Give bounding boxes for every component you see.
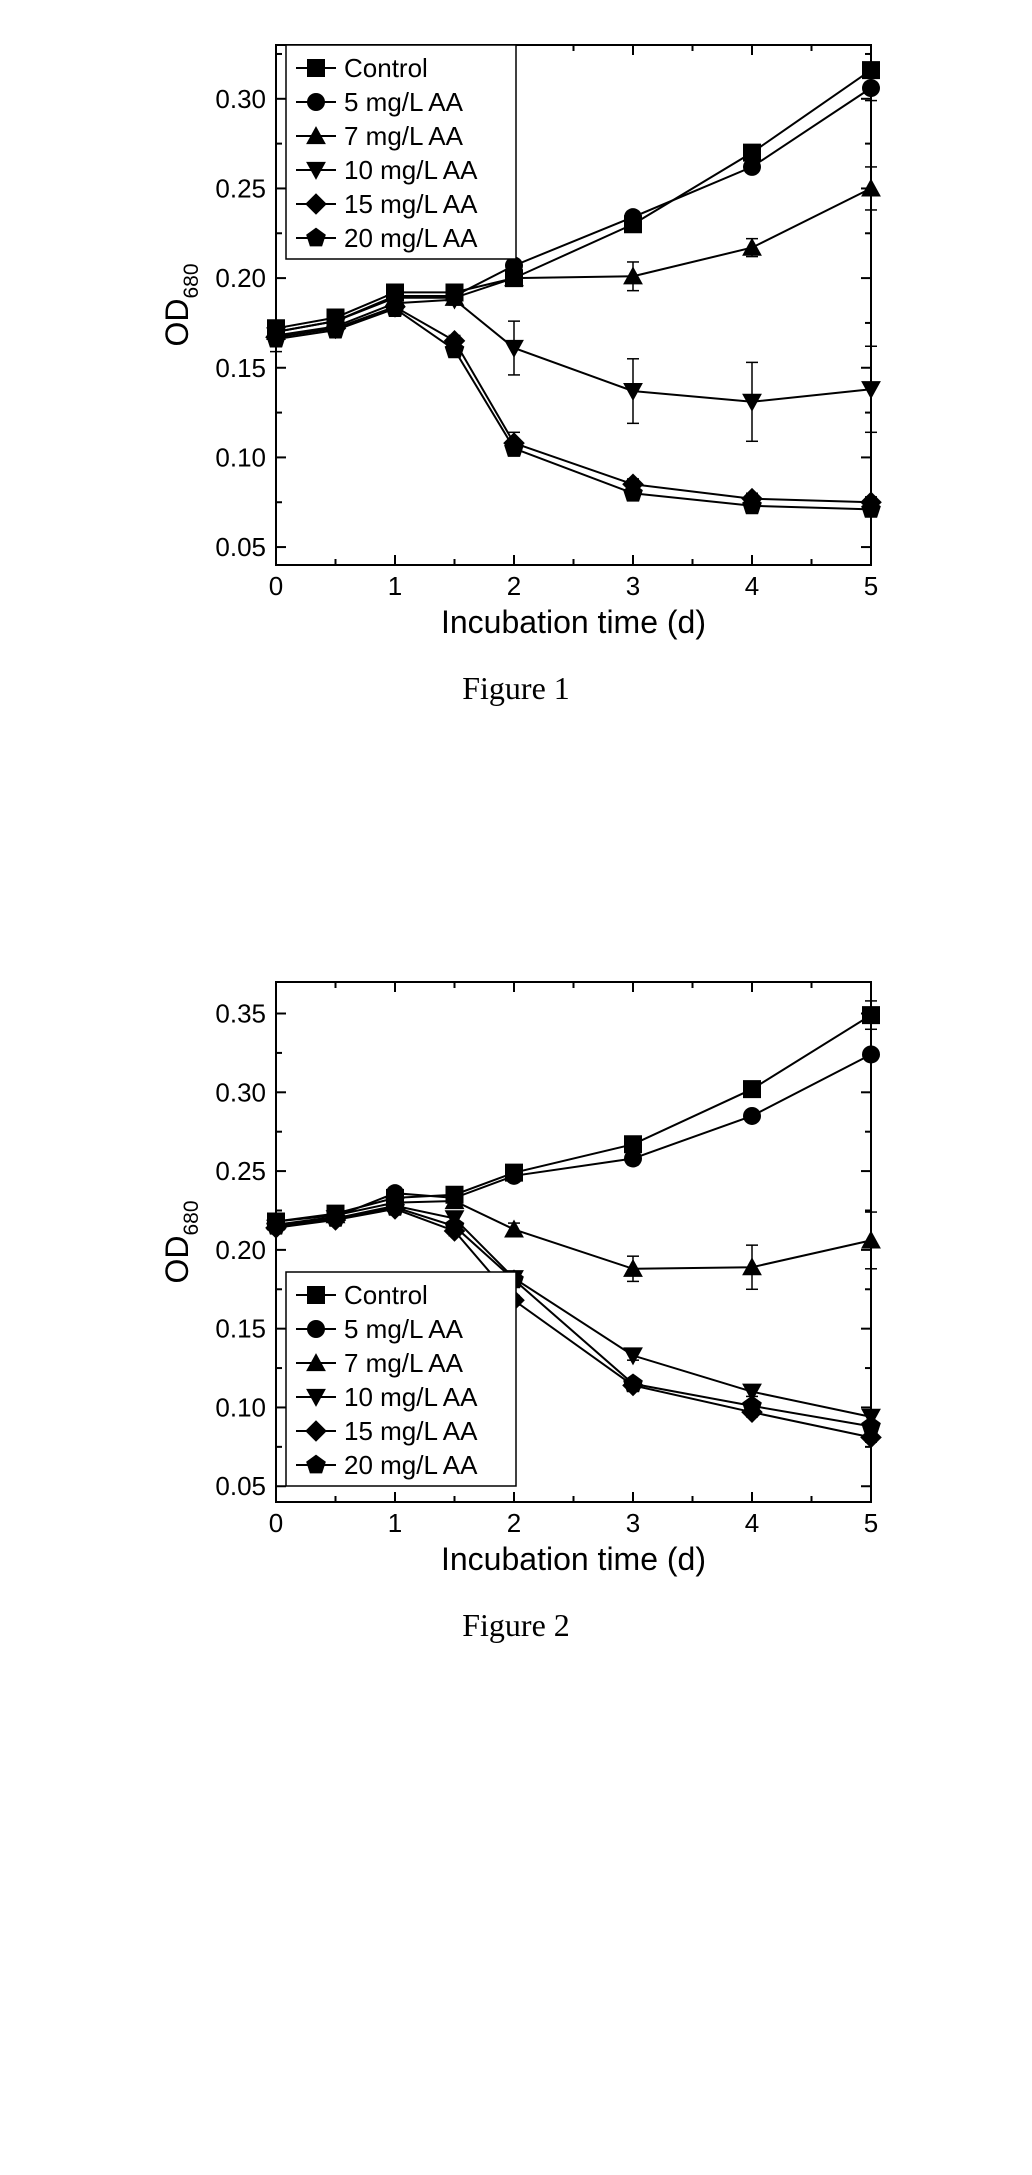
- figure-1-legend-label: 5 mg/L AA: [344, 87, 464, 117]
- figure-2-x-tick-label: 4: [745, 1508, 759, 1538]
- figure-2-y-axis-label: OD680: [159, 1200, 203, 1283]
- figure-1-y-tick-label: 0.05: [215, 532, 266, 562]
- figure-1-x-tick-label: 1: [388, 571, 402, 601]
- figure-1-legend-label: 20 mg/L AA: [344, 223, 478, 253]
- figure-1-legend-label: 10 mg/L AA: [344, 155, 478, 185]
- figure-1-svg: 0 1 2 3 4 5 0.05 0.10 0.15 0.20 0.25 0.30 Incubation…: [136, 30, 896, 640]
- figure-2-block: 0 1 2 3 4 5 0.05 0.10 0.15 0.20 0.25 0.30 0.35 Incuba…: [0, 967, 1032, 1644]
- figure-2-svg: 0 1 2 3 4 5 0.05 0.10 0.15 0.20 0.25 0.30 0.35 Incuba…: [136, 967, 896, 1577]
- figure-1-y-tick-label: 0.15: [215, 353, 266, 383]
- figure-1-x-tick-label: 2: [507, 571, 521, 601]
- figure-2-caption: Figure 2: [462, 1607, 570, 1644]
- figure-2-y-tick-label: 0.35: [215, 999, 266, 1029]
- figure-1-chart: 0 1 2 3 4 5 0.05 0.10 0.15 0.20 0.25 0.30 Incubation…: [136, 30, 896, 640]
- figure-2-x-tick-label: 5: [864, 1508, 878, 1538]
- figure-1-series-line: [276, 309, 871, 510]
- figure-2-y-tick-label: 0.25: [215, 1156, 266, 1186]
- figure-1-y-axis-label: OD680: [159, 263, 203, 346]
- figure-2-chart: 0 1 2 3 4 5 0.05 0.10 0.15 0.20 0.25 0.30 0.35 Incuba…: [136, 967, 896, 1577]
- figure-2-y-tick-label: 0.05: [215, 1471, 266, 1501]
- page: 0 1 2 3 4 5 0.05 0.10 0.15 0.20 0.25 0.30 Incubation…: [0, 0, 1032, 1644]
- figure-1-legend-label: Control: [344, 53, 428, 83]
- figure-2-legend-label: Control: [344, 1280, 428, 1310]
- figure-1-y-tick-label: 0.20: [215, 263, 266, 293]
- figure-1-legend-label: 7 mg/L AA: [344, 121, 464, 151]
- figure-1-x-tick-label: 0: [269, 571, 283, 601]
- figure-1-y-tick-label: 0.30: [215, 84, 266, 114]
- figure-1-y-tick-label: 0.10: [215, 442, 266, 472]
- figure-spacer: [0, 707, 1032, 967]
- figure-2-x-axis-label: Incubation time (d): [441, 1541, 706, 1577]
- figure-2-y-tick-label: 0.15: [215, 1314, 266, 1344]
- figure-2-y-tick-label: 0.30: [215, 1077, 266, 1107]
- figure-2-x-tick-label: 2: [507, 1508, 521, 1538]
- figure-1-x-tick-label: 4: [745, 571, 759, 601]
- figure-1-y-tick-label: 0.25: [215, 173, 266, 203]
- figure-2-legend-label: 5 mg/L AA: [344, 1314, 464, 1344]
- figure-2-y-tick-label: 0.20: [215, 1235, 266, 1265]
- figure-1-legend-label: 15 mg/L AA: [344, 189, 478, 219]
- figure-2-legend-label: 15 mg/L AA: [344, 1416, 478, 1446]
- figure-1-x-tick-label: 5: [864, 571, 878, 601]
- figure-1-block: 0 1 2 3 4 5 0.05 0.10 0.15 0.20 0.25 0.30 Incubation…: [0, 30, 1032, 707]
- figure-1-series-line: [276, 307, 871, 502]
- figure-1-series-line: [276, 300, 871, 402]
- figure-2-x-tick-label: 0: [269, 1508, 283, 1538]
- figure-2-series-line: [276, 1055, 871, 1225]
- figure-1-x-tick-label: 3: [626, 571, 640, 601]
- figure-1-caption: Figure 1: [462, 670, 570, 707]
- figure-2-x-tick-label: 3: [626, 1508, 640, 1538]
- figure-1-x-axis-label: Incubation time (d): [441, 604, 706, 640]
- figure-2-y-tick-label: 0.10: [215, 1392, 266, 1422]
- figure-2-legend-label: 7 mg/L AA: [344, 1348, 464, 1378]
- figure-2-legend-label: 20 mg/L AA: [344, 1450, 478, 1480]
- figure-2-legend-label: 10 mg/L AA: [344, 1382, 478, 1412]
- figure-2-x-tick-label: 1: [388, 1508, 402, 1538]
- figure-2-series-line: [276, 1015, 871, 1221]
